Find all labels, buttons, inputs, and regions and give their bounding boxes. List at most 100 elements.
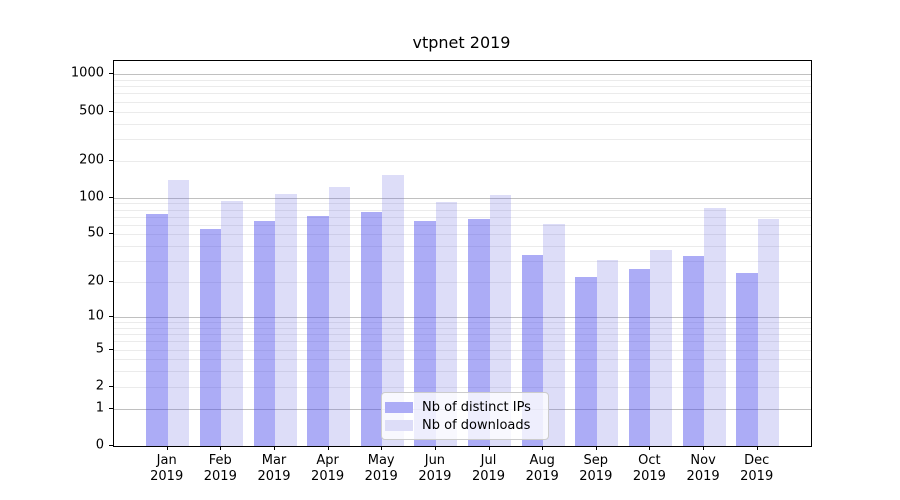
gridline-major-1000 [114, 74, 811, 76]
bar-nb-of-distinct-ips-feb [199, 229, 222, 446]
gridline-minor-90 [114, 203, 811, 205]
y-tick-mark-5 [109, 348, 113, 350]
y-tick-mark-200 [109, 159, 113, 161]
bar-nb-of-downloads-sep [596, 259, 619, 446]
x-tick-mark-mar [274, 446, 275, 450]
gridline-minor-8 [114, 327, 811, 329]
y-tick-mark-1 [109, 407, 113, 409]
bar-nb-of-downloads-oct [650, 250, 672, 446]
y-tick-mark-10 [109, 316, 113, 317]
gridline-minor-7 [114, 334, 811, 336]
gridline-minor-6 [114, 341, 811, 343]
x-tick-mark-nov [703, 446, 705, 450]
y-tick-mark-20 [109, 281, 113, 283]
x-tick-label-may: May 2019 [364, 453, 398, 484]
bar-nb-of-downloads-jan [167, 179, 190, 446]
gridline-minor-40 [114, 246, 811, 248]
x-tick-mark-jun [434, 446, 436, 450]
gridline-minor-9 [114, 322, 811, 324]
gridline-minor-300 [114, 138, 811, 140]
plot-area: Nb of distinct IPs Nb of downloads [113, 60, 812, 447]
gridline-minor-80 [114, 209, 811, 211]
y-tick-mark-0 [109, 445, 113, 446]
y-tick-mark-500 [109, 110, 113, 112]
bar-nb-of-distinct-ips-nov [682, 256, 705, 446]
bar-nb-of-distinct-ips-jan [146, 214, 168, 446]
x-tick-mark-aug [542, 446, 544, 450]
y-tick-label-5: 5 [95, 341, 104, 357]
gridline-minor-400 [114, 123, 811, 125]
gridline-minor-600 [114, 101, 811, 103]
gridline-minor-800 [114, 86, 811, 88]
bar-nb-of-downloads-mar [275, 193, 297, 446]
x-tick-label-jun: Jun 2019 [418, 453, 452, 484]
x-tick-label-jan: Jan 2019 [150, 453, 184, 484]
gridline-minor-900 [114, 79, 811, 81]
y-tick-label-1: 1 [95, 400, 104, 416]
y-tick-label-10: 10 [87, 308, 104, 324]
bar-nb-of-downloads-may [382, 175, 404, 446]
y-tick-mark-2 [109, 385, 113, 387]
y-tick-label-20: 20 [87, 273, 104, 289]
x-tick-mark-feb [220, 446, 222, 450]
bar-nb-of-distinct-ips-sep [575, 277, 597, 446]
x-tick-mark-apr [327, 446, 329, 450]
legend-swatch-distinct-ips [385, 401, 413, 413]
x-tick-label-apr: Apr 2019 [311, 453, 345, 484]
gridline-minor-30 [114, 261, 811, 263]
gridline-major-10 [114, 317, 811, 318]
x-tick-label-dec: Dec 2019 [740, 453, 774, 484]
bar-nb-of-downloads-apr [328, 186, 351, 446]
x-tick-mark-jul [488, 446, 490, 450]
bar-nb-of-distinct-ips-jun [414, 221, 436, 446]
gridline-minor-50 [114, 234, 811, 236]
x-tick-label-aug: Aug 2019 [525, 453, 559, 484]
x-tick-mark-oct [649, 446, 651, 450]
y-tick-label-50: 50 [87, 225, 104, 241]
legend-item-distinct-ips: Nb of distinct IPs [385, 400, 545, 415]
x-tick-mark-dec [756, 446, 758, 450]
y-tick-label-500: 500 [79, 103, 104, 118]
bar-nb-of-downloads-jun [435, 201, 458, 446]
y-tick-mark-50 [109, 233, 113, 235]
bar-nb-of-distinct-ips-jul [468, 219, 490, 446]
y-tick-mark-1000 [109, 73, 113, 75]
gridline-major-100 [114, 197, 811, 199]
gridline-minor-4 [114, 359, 811, 361]
gridline-minor-60 [114, 224, 811, 226]
x-tick-mark-sep [595, 446, 597, 450]
bar-nb-of-distinct-ips-mar [253, 220, 275, 446]
y-tick-label-100: 100 [79, 189, 104, 205]
bar-nb-of-distinct-ips-dec [736, 272, 758, 446]
bar-nb-of-distinct-ips-oct [628, 268, 651, 446]
y-tick-label-0: 0 [95, 437, 104, 453]
x-tick-mark-may [381, 446, 383, 450]
x-tick-mark-jan [166, 446, 168, 450]
chart-title: vtpnet 2019 [412, 33, 511, 52]
legend-swatch-downloads [385, 419, 413, 431]
y-tick-label-200: 200 [79, 152, 104, 168]
x-tick-label-sep: Sep 2019 [579, 453, 613, 484]
gridline-minor-20 [114, 282, 811, 284]
gridline-minor-70 [114, 216, 811, 218]
x-tick-label-jul: Jul 2019 [471, 453, 506, 484]
bar-nb-of-downloads-feb [221, 201, 243, 446]
gridline-minor-3 [114, 371, 811, 373]
gridline-minor-700 [114, 93, 811, 95]
y-tick-label-2: 2 [95, 378, 104, 394]
legend-label-downloads: Nb of downloads [422, 417, 531, 433]
bar-nb-of-downloads-jul [489, 194, 511, 446]
legend-item-downloads: Nb of downloads [385, 418, 545, 433]
bar-nb-of-downloads-aug [543, 223, 565, 446]
x-tick-label-oct: Oct 2019 [632, 453, 666, 484]
gridline-minor-2 [114, 386, 811, 388]
gridline-minor-500 [114, 111, 811, 113]
bar-nb-of-distinct-ips-may [360, 211, 383, 446]
gridline-minor-200 [114, 160, 811, 162]
y-tick-mark-100 [109, 196, 113, 198]
bar-nb-of-downloads-dec [757, 219, 780, 446]
gridline-minor-5 [114, 349, 811, 351]
legend-label-distinct-ips: Nb of distinct IPs [422, 399, 531, 415]
x-tick-label-feb: Feb 2019 [203, 453, 237, 484]
